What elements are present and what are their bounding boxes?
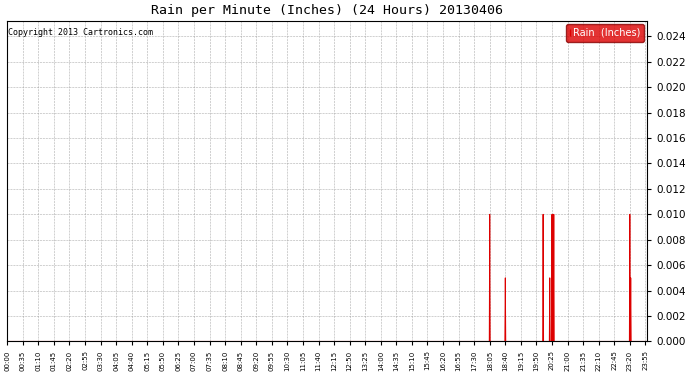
Title: Rain per Minute (Inches) (24 Hours) 20130406: Rain per Minute (Inches) (24 Hours) 2013… [151,4,503,17]
Legend: Rain  (Inches): Rain (Inches) [566,24,644,42]
Text: Copyright 2013 Cartronics.com: Copyright 2013 Cartronics.com [8,27,153,36]
